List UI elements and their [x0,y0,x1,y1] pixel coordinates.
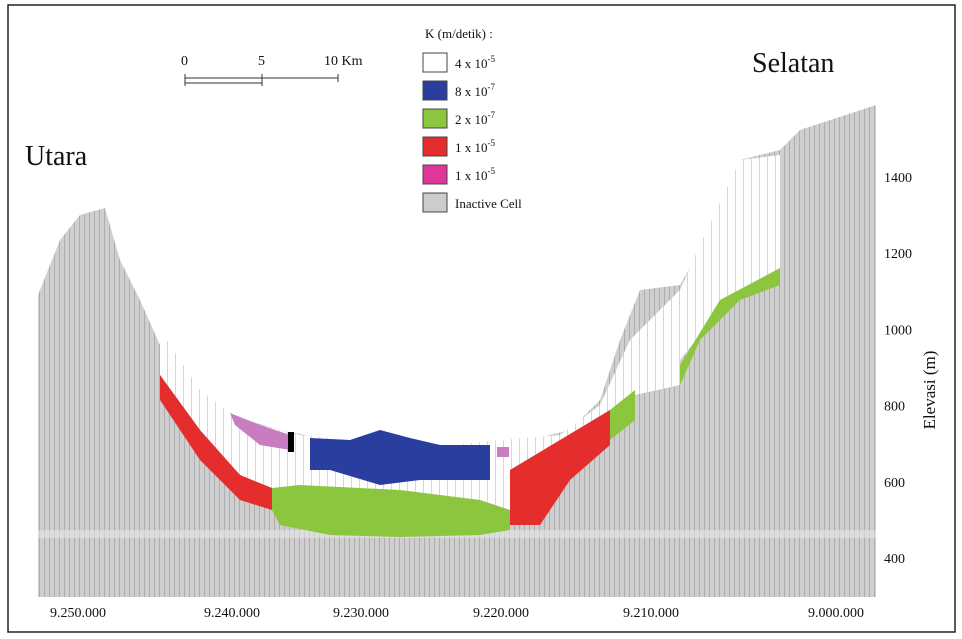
legend-base: 8 x 10 [455,84,488,99]
legend-label: 2 x 10-7 [455,110,495,127]
legend-exp: -7 [488,110,496,120]
legend-label: 1 x 10-5 [455,166,495,183]
dynamic: 0 5 10 Km 4 x 10-58 x 10-72 x 10-71 x 10-51… [50,52,912,621]
legend-swatch [422,164,448,185]
section-shapes [38,105,876,597]
x-tick-label: 9.000.000 [808,606,864,621]
legend-swatch [422,108,448,129]
legend-label: 4 x 10-5 [455,54,495,71]
scale-tick: 0 [181,54,188,69]
scale-tick: 5 [258,54,265,69]
y-tick-label: 1200 [884,247,912,262]
x-tick-label: 9.230.000 [333,606,389,621]
y-axis-label: Elevasi (m) [920,351,939,430]
legend-base: 1 x 10 [455,140,488,155]
south-label: Selatan [752,48,834,79]
scale-tick: 10 Km [324,54,363,69]
legend-base: 2 x 10 [455,112,488,127]
x-tick-label: 9.240.000 [204,606,260,621]
x-tick-label: 9.250.000 [50,606,106,621]
legend-swatch [422,192,448,213]
y-tick-label: 400 [884,552,905,567]
legend-label: Inactive Cell [455,196,522,211]
y-tick-label: 600 [884,476,905,491]
legend-label: 8 x 10-7 [455,82,495,99]
legend-swatch [422,80,448,101]
legend-exp: -5 [488,166,496,176]
scale-bar [184,74,339,86]
legend-exp: -7 [488,82,496,92]
legend-swatch [422,52,448,73]
legend-exp: -5 [488,138,496,148]
legend-base: 4 x 10 [455,56,488,71]
y-tick-label: 1400 [884,171,912,186]
legend-base: 1 x 10 [455,168,488,183]
legend-label: 1 x 10-5 [455,138,495,155]
y-tick-label: 1000 [884,323,912,338]
y-tick-label: 800 [884,400,905,415]
legend-title: K (m/detik) : [425,26,493,41]
x-tick-label: 9.210.000 [623,606,679,621]
legend-exp: -5 [488,54,496,64]
x-tick-label: 9.220.000 [473,606,529,621]
north-label: Utara [25,141,88,172]
legend-swatch [422,136,448,157]
legend-base: Inactive Cell [455,196,522,211]
